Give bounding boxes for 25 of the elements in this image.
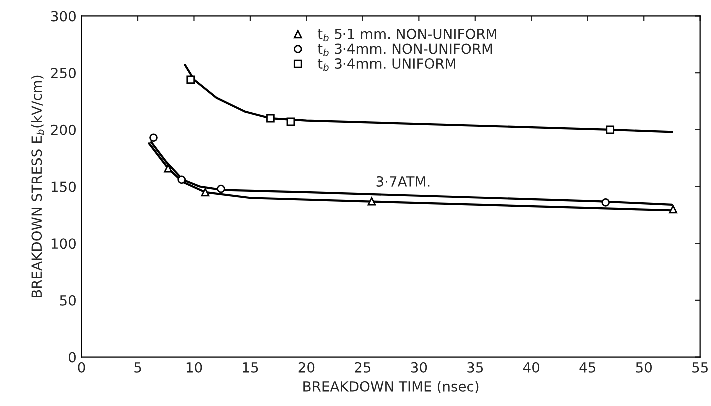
y-tick-label: 50	[60, 295, 76, 306]
annotation: 3·7ATM.	[376, 176, 430, 187]
x-tick-label: 0	[78, 362, 86, 373]
x-tick-label: 35	[468, 362, 484, 373]
x-tick-label: 30	[411, 362, 428, 373]
x-axis-title: BREAKDOWN TIME (nsec)	[304, 381, 479, 394]
y-tick-label: 100	[52, 238, 76, 250]
x-tick-label: 15	[243, 362, 258, 373]
x-tick-label: 25	[355, 362, 371, 373]
x-tick-label: 50	[636, 362, 652, 373]
legend-label: t$_{b}$ 3·4mm. NON-UNIFORM	[318, 44, 492, 56]
y-tick-label: 300	[51, 11, 76, 22]
x-tick-label: 45	[580, 362, 596, 373]
y-tick-label: 150	[52, 182, 76, 192]
legend-label: t$_{b}$ 5·1 mm. NON-UNIFORM	[318, 28, 496, 42]
y-tick-label: 0	[68, 352, 76, 363]
y-axis-title: BREAKDOWN STRESS E$_{b}$(kV/cm)	[31, 76, 44, 298]
legend-label: t$_{b}$ 3·4mm. UNIFORM	[318, 58, 456, 72]
x-tick-label: 20	[298, 362, 315, 373]
x-tick-label: 55	[692, 362, 708, 373]
x-tick-label: 5	[134, 362, 142, 373]
y-tick-label: 200	[51, 124, 76, 136]
x-tick-label: 10	[186, 362, 202, 373]
y-tick-label: 250	[51, 68, 76, 79]
x-tick-label: 40	[523, 362, 540, 373]
